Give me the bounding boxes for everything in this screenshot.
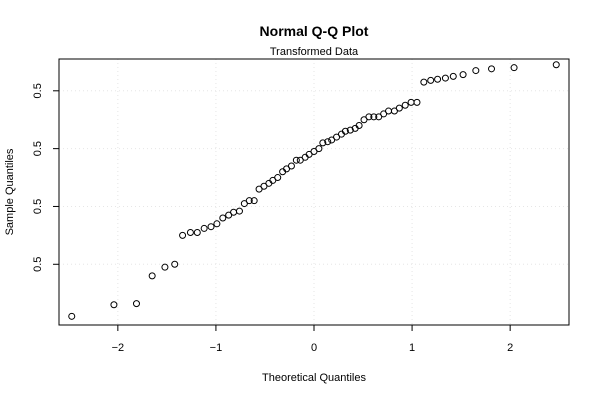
- chart-subtitle: Transformed Data: [270, 46, 359, 58]
- data-point: [365, 113, 373, 121]
- x-tick-label: −2: [112, 342, 125, 354]
- data-point: [420, 78, 428, 86]
- x-tick-label: −1: [210, 342, 223, 354]
- data-point: [274, 174, 282, 182]
- data-points: [68, 61, 560, 320]
- data-point: [132, 300, 140, 308]
- data-point: [200, 224, 208, 232]
- x-axis: −2 −1 0 1 2: [112, 324, 513, 354]
- y-tick-label: 0.5: [32, 257, 44, 272]
- data-point: [179, 231, 187, 239]
- y-axis-label: Sample Quantiles: [4, 148, 16, 235]
- data-point: [370, 113, 378, 121]
- data-point: [207, 223, 215, 231]
- x-tick-label: 0: [311, 342, 317, 354]
- y-tick-label: 0.5: [32, 83, 44, 98]
- data-point: [401, 101, 409, 109]
- data-point: [413, 98, 421, 106]
- data-point: [161, 263, 169, 271]
- data-point: [355, 122, 363, 129]
- chart-title: Normal Q-Q Plot: [260, 23, 369, 39]
- data-point: [245, 197, 253, 205]
- x-tick-label: 1: [409, 342, 415, 354]
- data-point: [459, 71, 467, 79]
- data-point: [341, 127, 349, 135]
- data-point: [434, 75, 442, 83]
- data-point: [68, 312, 76, 320]
- data-point: [230, 208, 238, 216]
- data-point: [472, 67, 480, 75]
- data-point: [407, 98, 415, 106]
- y-axis: 0.5 0.5 0.5 0.5: [32, 83, 60, 272]
- data-point: [488, 65, 496, 73]
- data-point: [219, 214, 227, 222]
- data-point: [385, 107, 393, 115]
- data-point: [319, 139, 327, 147]
- x-axis-label: Theoretical Quantiles: [262, 372, 366, 384]
- data-point: [441, 74, 449, 82]
- data-point: [552, 61, 560, 69]
- data-point: [346, 126, 354, 134]
- data-point: [110, 301, 118, 309]
- y-tick-label: 0.5: [32, 141, 44, 156]
- data-point: [171, 260, 179, 268]
- data-point: [235, 207, 243, 215]
- y-tick-label: 0.5: [32, 199, 44, 214]
- data-point: [292, 156, 300, 164]
- x-tick-label: 2: [507, 342, 513, 354]
- data-point: [315, 145, 323, 153]
- data-point: [186, 228, 194, 236]
- data-point: [510, 64, 518, 72]
- data-point: [250, 197, 258, 205]
- data-point: [324, 138, 332, 146]
- data-point: [193, 228, 201, 236]
- data-point: [449, 72, 457, 80]
- data-point: [395, 104, 403, 112]
- data-point: [213, 220, 221, 228]
- grid-lines: [59, 59, 569, 325]
- data-point: [148, 272, 156, 280]
- data-point: [287, 162, 295, 170]
- data-point: [427, 76, 435, 84]
